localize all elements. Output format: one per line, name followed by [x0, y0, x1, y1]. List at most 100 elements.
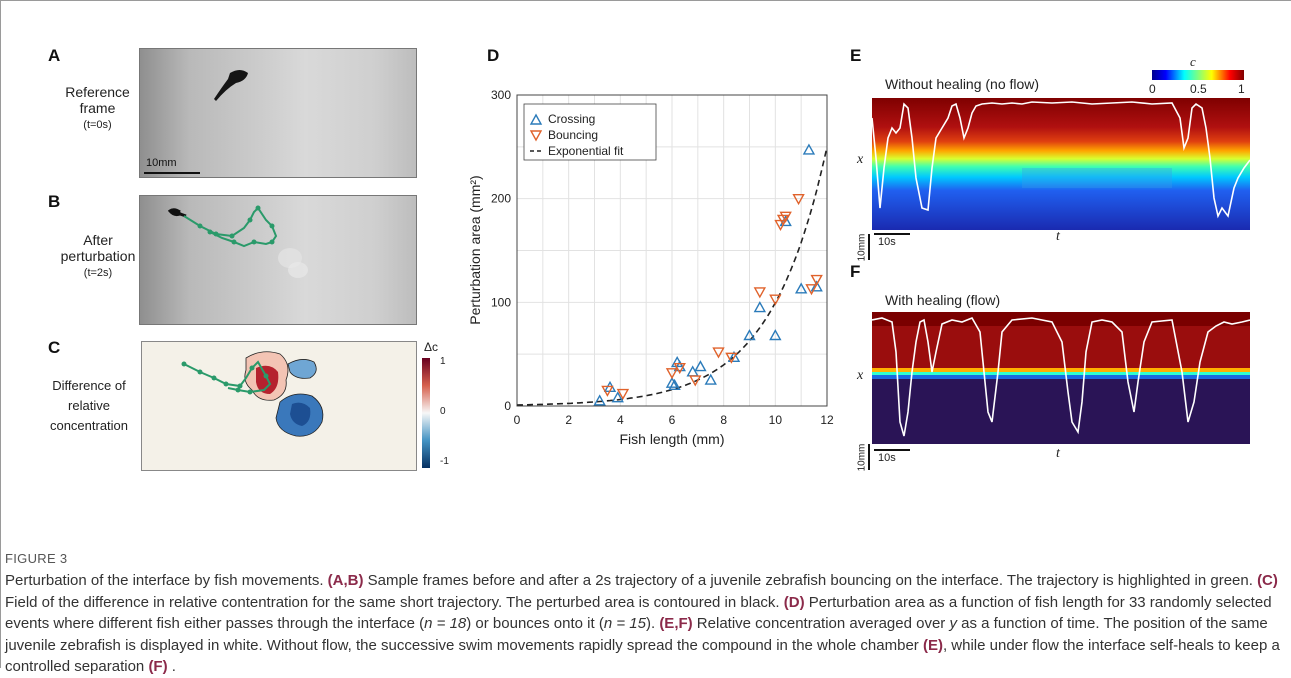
x-tick-label: 10 — [769, 413, 783, 427]
panel-e-scale-y-bar — [868, 234, 870, 260]
delta-c-colorbar — [418, 336, 458, 472]
y-axis-label: Perturbation area (mm²) — [467, 175, 483, 324]
crossing-marker — [804, 145, 814, 154]
spread-region — [1022, 168, 1172, 188]
delta-c-tick-min: -1 — [440, 456, 449, 467]
panel-f-ylabel: x — [857, 368, 863, 384]
panel-f-scale-y-label: 10mm — [856, 444, 867, 472]
crossing-marker — [595, 396, 605, 405]
delta-c-colorbar-gradient — [422, 358, 430, 468]
panel-b-time: (t=2s) — [48, 267, 148, 279]
bouncing-marker — [714, 348, 724, 357]
chart-markers — [595, 145, 822, 405]
y-tick-label: 0 — [504, 399, 511, 413]
panel-f-scale-t-label: 10s — [878, 452, 896, 464]
panel-e-scale-y-label: 10mm — [856, 234, 867, 262]
panel-c-label: Difference of relative concentration — [34, 376, 144, 436]
x-tick-label: 6 — [669, 413, 676, 427]
panel-e-title: Without healing (no flow) — [885, 76, 1039, 92]
crossing-marker — [755, 303, 765, 312]
panel-e-scale-t-label: 10s — [878, 236, 896, 248]
caption-part-1: Perturbation of the interface by fish mo… — [5, 572, 328, 589]
legend-crossing-label: Crossing — [548, 112, 595, 126]
caption-part-7: Relative concentration averaged over — [693, 615, 950, 632]
x-tick-label: 4 — [617, 413, 624, 427]
concentration-difference-drawing — [142, 342, 416, 470]
scale-bar-label: 10mm — [146, 157, 177, 169]
caption-ref-d: (D) — [784, 594, 805, 611]
lower-region — [872, 379, 1250, 444]
panel-a-label-line1: Reference — [50, 84, 145, 100]
perturbation-cloud-2 — [288, 262, 308, 278]
bouncing-marker — [812, 276, 822, 285]
chart-legend: Crossing Bouncing Exponential fit — [524, 104, 656, 160]
caption-ref-e: (E) — [923, 637, 943, 654]
legend-bouncing-label: Bouncing — [548, 128, 598, 142]
crossing-marker — [706, 375, 716, 384]
c-tick-1: 1 — [1238, 82, 1245, 96]
panel-letter-a: A — [48, 46, 60, 66]
fish-silhouette-b — [170, 210, 186, 216]
c-tick-0: 0 — [1149, 82, 1156, 96]
x-tick-label: 2 — [565, 413, 572, 427]
panel-letter-c: C — [48, 338, 60, 358]
x-tick-label: 12 — [820, 413, 834, 427]
concentration-difference-field — [141, 341, 417, 471]
caption-ref-c: (C) — [1257, 572, 1278, 589]
c-colorbar-title: c — [1190, 54, 1196, 70]
figure-caption: Perturbation of the interface by fish mo… — [5, 570, 1280, 678]
caption-part-5: ) or bounces onto it ( — [466, 615, 604, 632]
panel-letter-d: D — [487, 46, 499, 66]
kymograph-no-flow-drawing — [872, 98, 1250, 230]
panel-c-label-line3: concentration — [34, 416, 144, 436]
caption-n-bouncing: n = 15 — [604, 615, 646, 632]
c-colorbar-gradient — [1152, 70, 1244, 80]
fish-silhouette — [214, 70, 248, 101]
bouncing-marker — [618, 390, 628, 399]
y-tick-label: 100 — [491, 295, 511, 309]
panel-c-label-line2: relative — [34, 396, 144, 416]
caption-n-crossing: n = 18 — [424, 615, 466, 632]
c-tick-05: 0.5 — [1190, 82, 1207, 96]
caption-part-2: Sample frames before and after a 2s traj… — [364, 572, 1258, 589]
crossing-marker — [670, 380, 680, 389]
panel-e-scale-y: 10mm — [856, 232, 870, 262]
caption-ref-f: (F) — [148, 658, 167, 675]
x-tick-label: 8 — [720, 413, 727, 427]
bouncing-marker — [755, 288, 765, 297]
delta-c-tick-max: 1 — [440, 356, 446, 367]
delta-c-tick-mid: 0 — [440, 406, 446, 417]
caption-part-10: . — [168, 658, 176, 675]
upper-dark-band — [872, 312, 1250, 326]
trajectory-points — [198, 206, 275, 245]
reference-frame-drawing — [140, 49, 416, 177]
delta-c-colorbar-title: Δc — [424, 340, 438, 354]
panel-f-scale-y-bar — [868, 444, 870, 470]
scatter-chart: 0 2 4 6 8 10 12 0 100 200 300 Fish length (mm) Per… — [460, 80, 840, 460]
panel-e-ylabel: x — [857, 152, 863, 168]
x-axis-label: Fish length (mm) — [619, 431, 724, 447]
after-perturbation-image — [139, 195, 417, 325]
legend-fit-label: Exponential fit — [548, 144, 624, 158]
kymograph-flow-drawing — [872, 312, 1250, 444]
panel-f-xlabel: t — [1056, 446, 1060, 462]
x-tick-label: 0 — [514, 413, 521, 427]
y-tick-label: 200 — [491, 192, 511, 206]
panel-a-label-line2: frame — [50, 100, 145, 116]
panel-f-scale-t-bar — [874, 449, 910, 451]
panel-b-label-line2: perturbation — [48, 248, 148, 264]
caption-part-6: ). — [646, 615, 659, 632]
caption-part-3: Field of the difference in relative cont… — [5, 594, 784, 611]
panel-letter-e: E — [850, 46, 861, 66]
trajectory-drawing — [140, 196, 416, 324]
panel-a-label: Reference frame (t=0s) — [50, 84, 145, 131]
caption-ref-ab: (A,B) — [328, 572, 364, 589]
negative-region-small — [288, 359, 316, 378]
panel-letter-f: F — [850, 262, 860, 282]
reference-frame-image: 10mm — [139, 48, 417, 178]
panel-a-time: (t=0s) — [50, 119, 145, 131]
panel-e-scale-t-bar — [874, 233, 910, 235]
kymograph-no-flow — [872, 98, 1250, 230]
panel-letter-b: B — [48, 192, 60, 212]
kymograph-flow — [872, 312, 1250, 444]
